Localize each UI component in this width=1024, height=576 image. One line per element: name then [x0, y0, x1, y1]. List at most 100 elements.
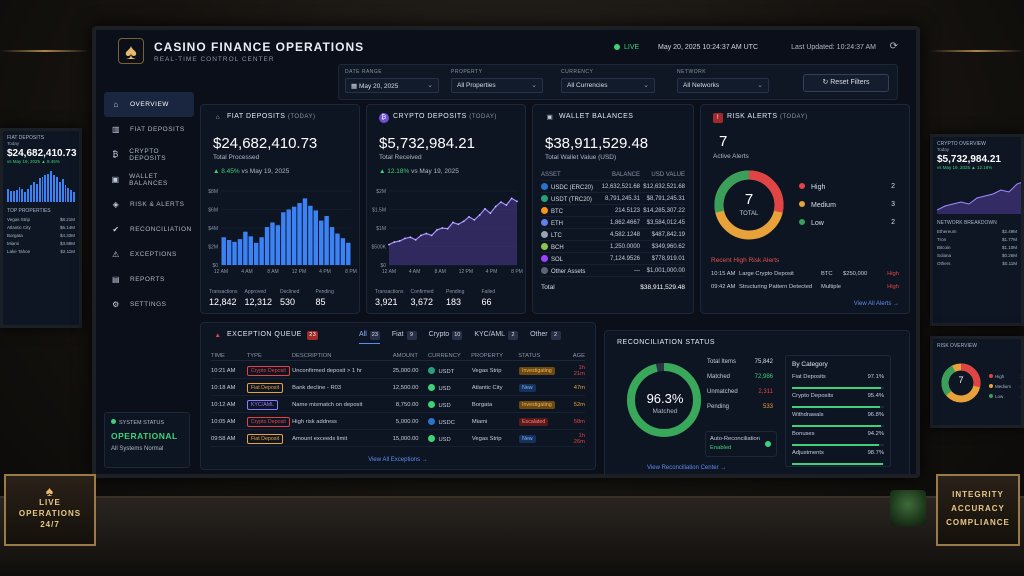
main-dashboard: ♠ CASINO FINANCE OPERATIONS REAL-TIME CO…: [92, 26, 920, 478]
wallet-row[interactable]: BCH 1,250.0000 $349,960.62: [541, 241, 685, 253]
recon-stat-value: 2,311: [758, 389, 773, 395]
risk-mini-legend-value: 2: [1020, 394, 1023, 399]
exception-type: Crypto Deposit: [246, 416, 292, 427]
fiat-bar: [324, 215, 329, 265]
wallet-asset: BTC: [541, 206, 595, 215]
view-all-exceptions-link[interactable]: View All Exceptions →: [368, 457, 428, 463]
exception-status: Investigating: [519, 366, 574, 375]
auto-reconciliation-box: Auto-Reconciliation Enabled: [705, 431, 777, 457]
exception-status: New: [519, 383, 574, 392]
sidebar-item-reports[interactable]: ▤ REPORTS: [104, 267, 194, 292]
exception-row[interactable]: 10:12 AM KYC/AML Name mismatch on deposit 8…: [211, 397, 585, 413]
stat-value: 66: [481, 297, 492, 307]
risk-mini-legend-row: Low 2: [989, 394, 1023, 399]
exception-col-header: AGE: [572, 352, 585, 359]
date-range-select[interactable]: ▦ May 20, 2025 ⌄: [345, 78, 439, 93]
view-all-alerts-link[interactable]: View All Alerts →: [853, 301, 899, 307]
tab-other[interactable]: Other 2: [530, 331, 561, 344]
crypto-point: [398, 240, 401, 242]
crypto-point: [505, 204, 508, 206]
sidebar-item-reconciliation[interactable]: ✔ RECONCILIATION: [104, 217, 194, 242]
exception-amount: 15,000.00: [392, 435, 419, 442]
exception-row[interactable]: 09:58 AM Fiat Deposit Amount exceeds limit…: [211, 431, 585, 447]
risk-period: (TODAY): [779, 114, 808, 120]
reconciliation-card: RECONCILIATION STATUS 96.3% Matched Tota…: [604, 330, 910, 474]
wallet-icon: ▣: [111, 175, 120, 184]
exception-currency-label: USDT: [438, 368, 455, 375]
refresh-icon[interactable]: ⟳: [889, 41, 898, 52]
sidebar-item-fiat-deposits[interactable]: ▥ FIAT DEPOSITS: [104, 117, 194, 142]
toggle-on-icon[interactable]: [765, 441, 771, 447]
wallet-row[interactable]: LTC 4,582.1248 $487,842.19: [541, 229, 685, 241]
property-filter[interactable]: PROPERTY All Properties ⌄: [451, 69, 543, 93]
reset-filters-button[interactable]: ↻ Reset Filters: [803, 74, 889, 92]
risk-donut-label: TOTAL: [739, 211, 759, 217]
wallet-title-text: WALLET BALANCES: [559, 113, 634, 120]
sidebar-item-overview[interactable]: ⌂ OVERVIEW: [104, 92, 194, 117]
crypto-point: [430, 234, 433, 237]
currency-filter[interactable]: CURRENCY All Currencies ⌄: [561, 69, 655, 93]
crypto-total-value: $5,732,984.21: [379, 135, 475, 152]
exception-currency-label: USD: [438, 436, 451, 443]
exception-row[interactable]: 10:21 AM Crypto Deposit Unconfirmed deposi…: [211, 363, 585, 379]
wallet-row[interactable]: BTC 214.5123 $14,285,307.22: [541, 205, 685, 217]
wallet-row[interactable]: USDC (ERC20) 12,632,521.68 $12,632,521.68: [541, 181, 685, 193]
network-row: Others $0.11M: [937, 261, 1017, 266]
recon-category-value: 94.2%: [867, 431, 884, 437]
recon-stat-row: Total Items 75,842: [707, 359, 773, 371]
recent-alert-row[interactable]: 09:42 AM Structuring Pattern Detected Mult…: [711, 284, 899, 294]
category-progress-bar: [792, 406, 880, 408]
tab-kyc-aml[interactable]: KYC/AML 2: [474, 331, 519, 344]
risk-legend-high: High 2: [799, 183, 895, 191]
wallet-balance: —: [634, 267, 640, 274]
plaque-right-line1: INTEGRITY: [952, 490, 1004, 499]
tab-crypto[interactable]: Crypto 10: [429, 331, 463, 344]
tab-label: Other: [530, 331, 548, 338]
bitcoin-icon: ₿: [379, 113, 389, 123]
wallet-usd: $12,632,521.68: [643, 183, 685, 190]
risk-legend-value: 2: [891, 219, 895, 226]
wallet-row[interactable]: ETH 1,862.4667 $3,584,012.45: [541, 217, 685, 229]
sidebar-item-risk-alerts[interactable]: ◈ RISK & ALERTS: [104, 192, 194, 217]
view-recon-center-link[interactable]: View Reconciliation Center →: [647, 465, 727, 471]
recent-alert-row[interactable]: 10:15 AM Large Crypto Deposit BTC $250,000 H…: [711, 271, 899, 281]
recon-category-row: Adjustments 98.7%: [792, 450, 884, 469]
wallet-row[interactable]: SOL 7,124.9526 $778,919.01: [541, 253, 685, 265]
network-row: Tron $1.77M: [937, 237, 1017, 242]
wallet-asset-name: USDT (TRC20): [551, 196, 592, 203]
date-range-filter[interactable]: DATE RANGE ▦ May 20, 2025 ⌄: [345, 69, 439, 93]
currency-icon: [428, 383, 436, 391]
tab-all[interactable]: All 23: [359, 331, 380, 344]
currency-icon: [428, 417, 436, 425]
coin-icon: [541, 194, 548, 202]
wallet-asset: USDT (TRC20): [541, 194, 595, 203]
fiat-bar: [329, 227, 335, 265]
home-icon: ⌂: [113, 100, 119, 109]
recon-stat-label: Total Items: [707, 359, 737, 365]
exception-row[interactable]: 10:18 AM Fiat Deposit Bank decline - R03 12…: [211, 380, 585, 396]
property-select[interactable]: All Properties ⌄: [451, 78, 543, 93]
sidebar-item-crypto-deposits[interactable]: ₿ CRYPTO DEPOSITS: [104, 142, 194, 167]
tab-count-badge: 2: [550, 331, 561, 340]
exception-type-tag: Fiat Deposit: [246, 433, 284, 444]
live-operations-plaque: ♠ LIVE OPERATIONS 24/7: [4, 474, 96, 546]
tab-count-badge: 10: [452, 331, 463, 340]
mini-bar: [38, 177, 41, 202]
fiat-deposits-title: ⌂ FIAT DEPOSITS (TODAY): [213, 113, 315, 123]
sidebar-item-exceptions[interactable]: ⚠ EXCEPTIONS: [104, 242, 194, 267]
exception-queue-card: ▲ EXCEPTION QUEUE 23 All 23 Fiat 9 Crypto 10 KY…: [200, 322, 596, 470]
network-filter[interactable]: NETWORK All Networks ⌄: [677, 69, 769, 93]
sidebar-item-wallet-balances[interactable]: ▣ WALLET BALANCES: [104, 167, 194, 192]
risk-count: 7: [719, 133, 728, 150]
risk-donut-center: 7: [744, 191, 754, 208]
exception-row[interactable]: 10:05 AM Crypto Deposit High risk address 5…: [211, 414, 585, 430]
wallet-row[interactable]: USDT (TRC20) 8,791,245.31 $8,791,245.31: [541, 193, 685, 205]
crypto-point: [446, 227, 449, 230]
exception-age: 52m: [573, 401, 585, 408]
sidebar-item-settings[interactable]: ⚙ SETTINGS: [104, 292, 194, 317]
network-select[interactable]: All Networks ⌄: [677, 78, 769, 93]
wallet-row[interactable]: Other Assets — $1,001,000.00: [541, 265, 685, 277]
currency-select[interactable]: All Currencies ⌄: [561, 78, 655, 93]
mini-bar: [73, 191, 75, 202]
tab-fiat[interactable]: Fiat 9: [392, 331, 417, 344]
